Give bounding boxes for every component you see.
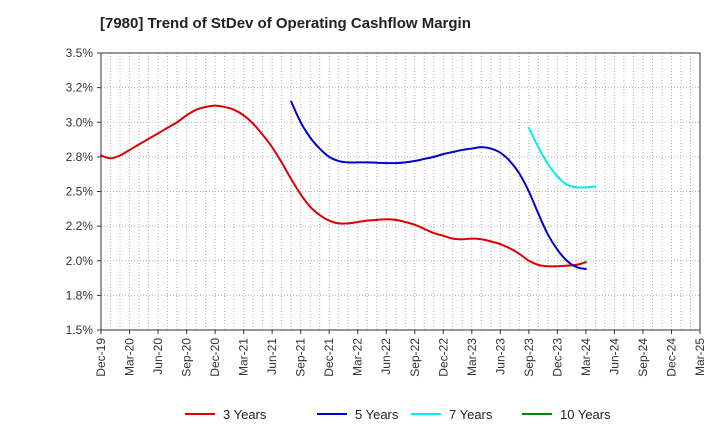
legend-item: 5 Years	[317, 407, 399, 422]
x-tick-label: Mar-21	[237, 338, 251, 376]
x-tick-label: Sep-20	[180, 338, 194, 377]
legend-label: 10 Years	[560, 407, 611, 422]
y-axis-ticks: 3.5% 3.2% 3.0% 2.8% 2.5% 2.2% 2.0% 1.8% 1.5%	[66, 46, 101, 337]
legend-item: 3 Years	[185, 407, 267, 422]
x-tick-label: Dec-20	[208, 338, 222, 377]
x-tick-label: Mar-25	[693, 338, 707, 376]
series-line-3-years	[100, 104, 587, 268]
y-tick-label: 2.8%	[66, 150, 94, 164]
y-tick-label: 2.2%	[66, 219, 94, 233]
x-tick-label: Jun-20	[151, 338, 165, 375]
x-tick-label: Sep-22	[408, 338, 422, 377]
legend-label: 5 Years	[355, 407, 399, 422]
x-tick-label: Mar-23	[465, 338, 479, 376]
x-tick-label: Jun-22	[379, 338, 393, 375]
legend: 3 Years 5 Years 7 Years 10 Years	[185, 407, 611, 422]
x-tick-label: Jun-21	[265, 338, 279, 375]
x-tick-label: Jun-23	[493, 338, 507, 375]
x-tick-label: Dec-22	[436, 338, 450, 377]
y-tick-label: 1.8%	[66, 288, 94, 302]
x-tick-label: Dec-21	[322, 338, 336, 377]
legend-item: 7 Years	[411, 407, 493, 422]
y-tick-label: 1.5%	[66, 323, 94, 337]
series-line-5-years	[290, 100, 587, 271]
x-tick-label: Sep-23	[522, 338, 536, 377]
y-tick-label: 3.2%	[66, 81, 94, 95]
series-line-7-years	[527, 126, 597, 189]
x-tick-label: Mar-22	[351, 338, 365, 376]
y-tick-label: 2.0%	[66, 254, 94, 268]
grid	[100, 52, 701, 331]
x-tick-label: Dec-23	[550, 338, 564, 377]
y-tick-label: 3.5%	[66, 46, 94, 60]
x-tick-label: Mar-20	[123, 338, 137, 376]
x-tick-label: Dec-24	[664, 338, 678, 377]
x-tick-label: Dec-19	[94, 338, 108, 377]
x-tick-label: Sep-24	[636, 338, 650, 377]
plot-frame	[100, 52, 701, 331]
x-axis-ticks: Dec-19 Mar-20 Jun-20 Sep-20 Dec-20 Mar-21 Jun-…	[94, 330, 707, 377]
chart-title: [7980] Trend of StDev of Operating Cashf…	[100, 15, 471, 32]
legend-label: 7 Years	[449, 407, 493, 422]
y-tick-label: 2.5%	[66, 185, 94, 199]
x-tick-label: Mar-24	[579, 338, 593, 376]
legend-label: 3 Years	[223, 407, 267, 422]
x-tick-label: Jun-24	[607, 338, 621, 375]
x-tick-label: Sep-21	[294, 338, 308, 377]
y-tick-label: 3.0%	[66, 115, 94, 129]
legend-item: 10 Years	[522, 407, 611, 422]
series-layer	[100, 100, 597, 271]
